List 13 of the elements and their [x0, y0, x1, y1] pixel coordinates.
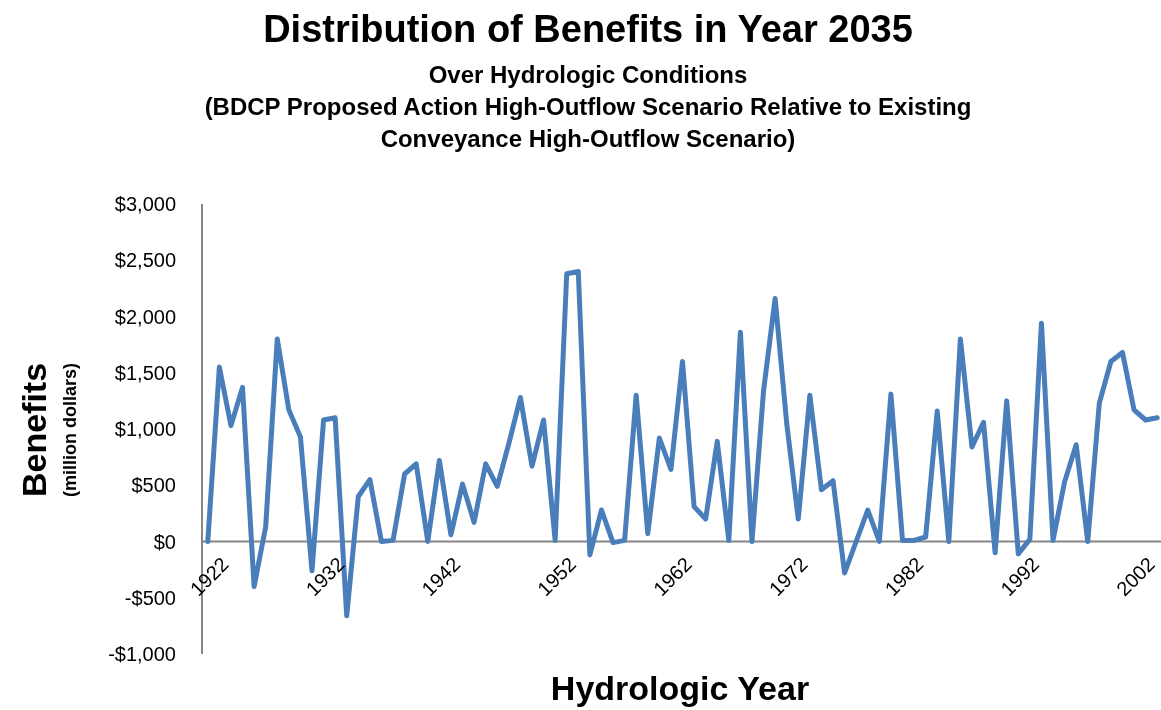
chart-subtitle: Over Hydrologic Conditions (BDCP Proposed Action High-Outflow Scenario Relative to Existing Conveyance High-Outflow Scenario) [204, 61, 972, 152]
y-tick-label: $3,000 [114, 193, 176, 215]
y-axis-title: Benefits (million dollars) [15, 362, 80, 498]
y-tick-label: $1,000 [114, 418, 176, 440]
y-tick-label: -$500 [124, 586, 176, 609]
y-tick-label: $500 [131, 474, 176, 497]
chart-title: Distribution of Benefits in Year 2035 [263, 8, 913, 50]
y-tick-label: -$1,000 [108, 643, 176, 665]
y-tick-label: $2,000 [114, 305, 176, 328]
x-axis-title: Hydrologic Year [550, 669, 810, 707]
y-tick-label: $1,500 [114, 361, 176, 384]
y-tick-label: $2,500 [114, 249, 176, 272]
y-tick-label: $0 [153, 530, 176, 553]
